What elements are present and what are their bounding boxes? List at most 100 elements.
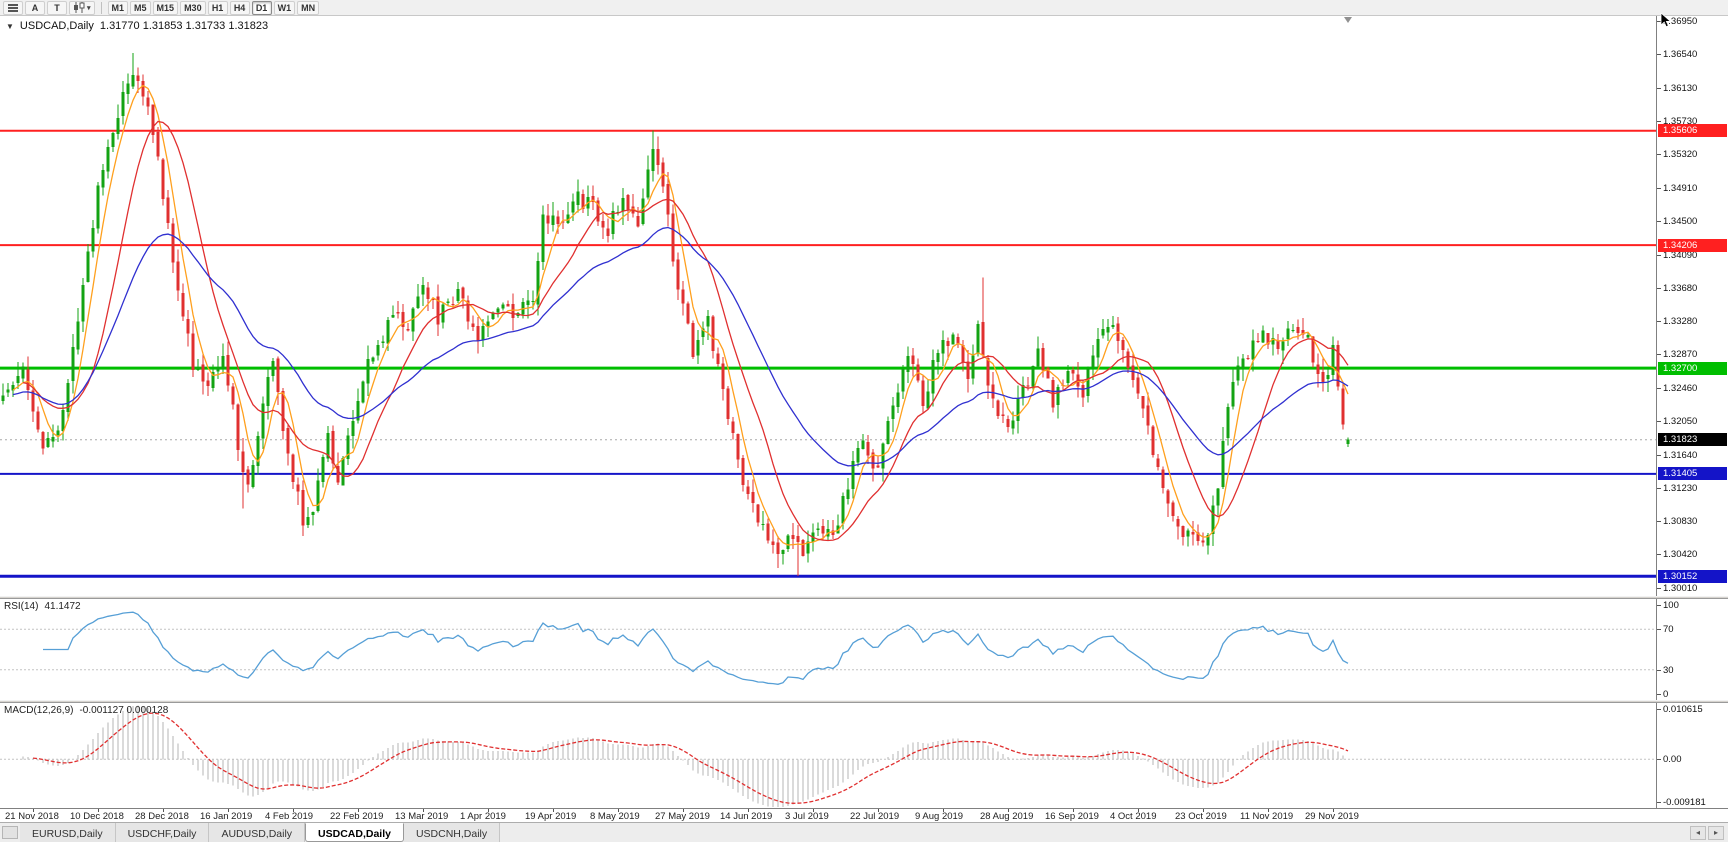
price-axis-label: 1.33280 [1663, 315, 1698, 327]
rsi-axis-tick [1657, 605, 1661, 606]
timeframe-h1-button[interactable]: H1 [207, 0, 228, 15]
time-axis-tick [683, 809, 684, 812]
candle-chart-icon [74, 2, 85, 13]
bars-icon [8, 3, 18, 12]
tab-audusd[interactable]: AUDUSD,Daily [209, 823, 306, 842]
rsi-axis-tick [1657, 694, 1661, 695]
tab-scroll-left-icon[interactable]: ◂ [1690, 825, 1706, 840]
time-axis-tick [358, 809, 359, 812]
price-axis-tick [1657, 421, 1661, 423]
price-axis-label: 1.33680 [1663, 283, 1698, 295]
date-label: 8 May 2019 [590, 811, 640, 822]
date-label: 13 Mar 2019 [395, 811, 449, 822]
macd-axis-label: 0.00 [1663, 754, 1682, 766]
timeframe-h4-button[interactable]: H4 [229, 0, 250, 15]
chart-list-button[interactable] [3, 0, 23, 15]
macd-axis-label: 0.010615 [1663, 704, 1703, 715]
price-axis-label: 1.31640 [1663, 449, 1698, 461]
price-axis-tick [1657, 120, 1661, 122]
chart-ohlc-values: 1.31770 1.31853 1.31733 1.31823 [99, 20, 269, 32]
price-axis-tick [1657, 154, 1661, 156]
mouse-cursor [1660, 13, 1672, 28]
dropdown-caret-icon: ▾ [87, 4, 91, 12]
date-label: 1 Apr 2019 [460, 811, 506, 822]
date-label: 14 Jun 2019 [720, 811, 773, 822]
price-level-badge: 1.30152 [1658, 569, 1727, 583]
rsi-axis-label: 30 [1663, 664, 1674, 676]
time-axis-tick [1073, 809, 1074, 812]
price-level-badge: 1.32700 [1658, 361, 1727, 375]
panel-splitter[interactable] [0, 700, 1728, 703]
price-axis-label: 1.36950 [1663, 15, 1698, 27]
current-price-badge: 1.31823 [1658, 433, 1727, 447]
date-label: 21 Nov 2018 [5, 811, 59, 822]
arrow-tool-button[interactable]: A [25, 0, 45, 15]
price-axis-label: 1.34090 [1663, 249, 1698, 261]
price-axis-tick [1657, 54, 1661, 56]
time-axis-tick [1333, 809, 1334, 812]
date-label: 4 Feb 2019 [265, 811, 314, 822]
chart-type-button[interactable]: ▾ [69, 0, 95, 15]
date-label: 29 Nov 2019 [1305, 811, 1359, 822]
date-label: 11 Nov 2019 [1240, 811, 1294, 822]
price-axis-tick [1657, 587, 1661, 589]
price-axis-tick [1657, 254, 1661, 256]
date-label: 9 Aug 2019 [915, 811, 964, 822]
rsi-axis-tick [1657, 669, 1661, 671]
tab-usdchf[interactable]: USDCHF,Daily [115, 823, 210, 842]
date-label: 28 Aug 2019 [980, 811, 1034, 822]
main-chart-panel: ▼ USDCAD,Daily 1.31770 1.31853 1.31733 1… [0, 16, 1656, 596]
price-axis-label: 1.30830 [1663, 515, 1698, 527]
chart-region: ▼ USDCAD,Daily 1.31770 1.31853 1.31733 1… [0, 16, 1728, 822]
time-axis-tick [33, 809, 34, 812]
price-axis[interactable]: 1.36950 1.36540 1.36130 1.35730 1.35320 1.349… [1656, 16, 1728, 822]
macd-panel: MACD(12,26,9) -0.001127 0.000128 [0, 703, 1656, 808]
text-tool-button[interactable]: T [47, 0, 67, 15]
rsi-axis-label: 0 [1663, 689, 1669, 700]
price-axis-label: 1.36540 [1663, 49, 1698, 61]
price-axis-tick [1657, 187, 1661, 189]
chart-tabbar: EURUSD,Daily USDCHF,Daily AUDUSD,Daily U… [0, 822, 1728, 842]
rsi-value: 41.1472 [44, 601, 81, 612]
price-axis-tick [1657, 520, 1661, 522]
rsi-axis-label: 100 [1663, 600, 1679, 611]
time-axis-tick [488, 809, 489, 812]
window-icon [2, 826, 18, 839]
macd-axis-tick [1657, 802, 1661, 803]
price-axis-label: 1.34910 [1663, 182, 1698, 194]
collapse-arrow-icon[interactable]: ▼ [6, 21, 14, 31]
macd-values: -0.001127 0.000128 [79, 705, 169, 716]
timeframe-m1-button[interactable]: M1 [107, 0, 129, 15]
timeframe-w1-button[interactable]: W1 [273, 0, 296, 15]
time-axis-tick [423, 809, 424, 812]
macd-axis-tick [1657, 709, 1661, 710]
timeframe-m15-button[interactable]: M15 [152, 0, 179, 15]
timeframe-m30-button[interactable]: M30 [180, 0, 206, 15]
time-axis-tick [553, 809, 554, 812]
timeframe-mn-button[interactable]: MN [297, 0, 320, 15]
tab-scroll-right-icon[interactable]: ▸ [1708, 825, 1724, 840]
price-axis-label: 1.34500 [1663, 216, 1698, 228]
timeframe-m5-button[interactable]: M5 [130, 0, 151, 15]
panel-splitter[interactable] [0, 596, 1728, 599]
chart-symbol-label: USDCAD,Daily [19, 20, 94, 32]
price-axis-tick [1657, 221, 1661, 223]
time-axis-tick [1138, 809, 1139, 812]
tab-eurusd[interactable]: EURUSD,Daily [20, 823, 116, 842]
time-axis-tick [943, 809, 944, 812]
price-axis-label: 1.31230 [1663, 483, 1698, 495]
time-axis-tick [98, 809, 99, 812]
price-axis-label: 1.30010 [1663, 582, 1698, 594]
tab-scroll-group: ◂ ▸ [1690, 823, 1728, 842]
price-level-badge: 1.35606 [1658, 124, 1727, 138]
macd-axis-tick [1657, 759, 1661, 761]
rsi-axis-tick [1657, 629, 1661, 631]
timeframe-d1-button[interactable]: D1 [251, 0, 272, 15]
date-label: 16 Jan 2019 [200, 811, 253, 822]
tab-usdcad[interactable]: USDCAD,Daily [305, 823, 404, 842]
time-axis[interactable]: 21 Nov 2018 10 Dec 2018 28 Dec 2018 16 Jan … [0, 808, 1728, 822]
price-level-badge: 1.34206 [1658, 238, 1727, 252]
time-axis-tick [1008, 809, 1009, 812]
tab-usdcnh[interactable]: USDCNH,Daily [403, 823, 501, 842]
time-axis-tick [748, 809, 749, 812]
